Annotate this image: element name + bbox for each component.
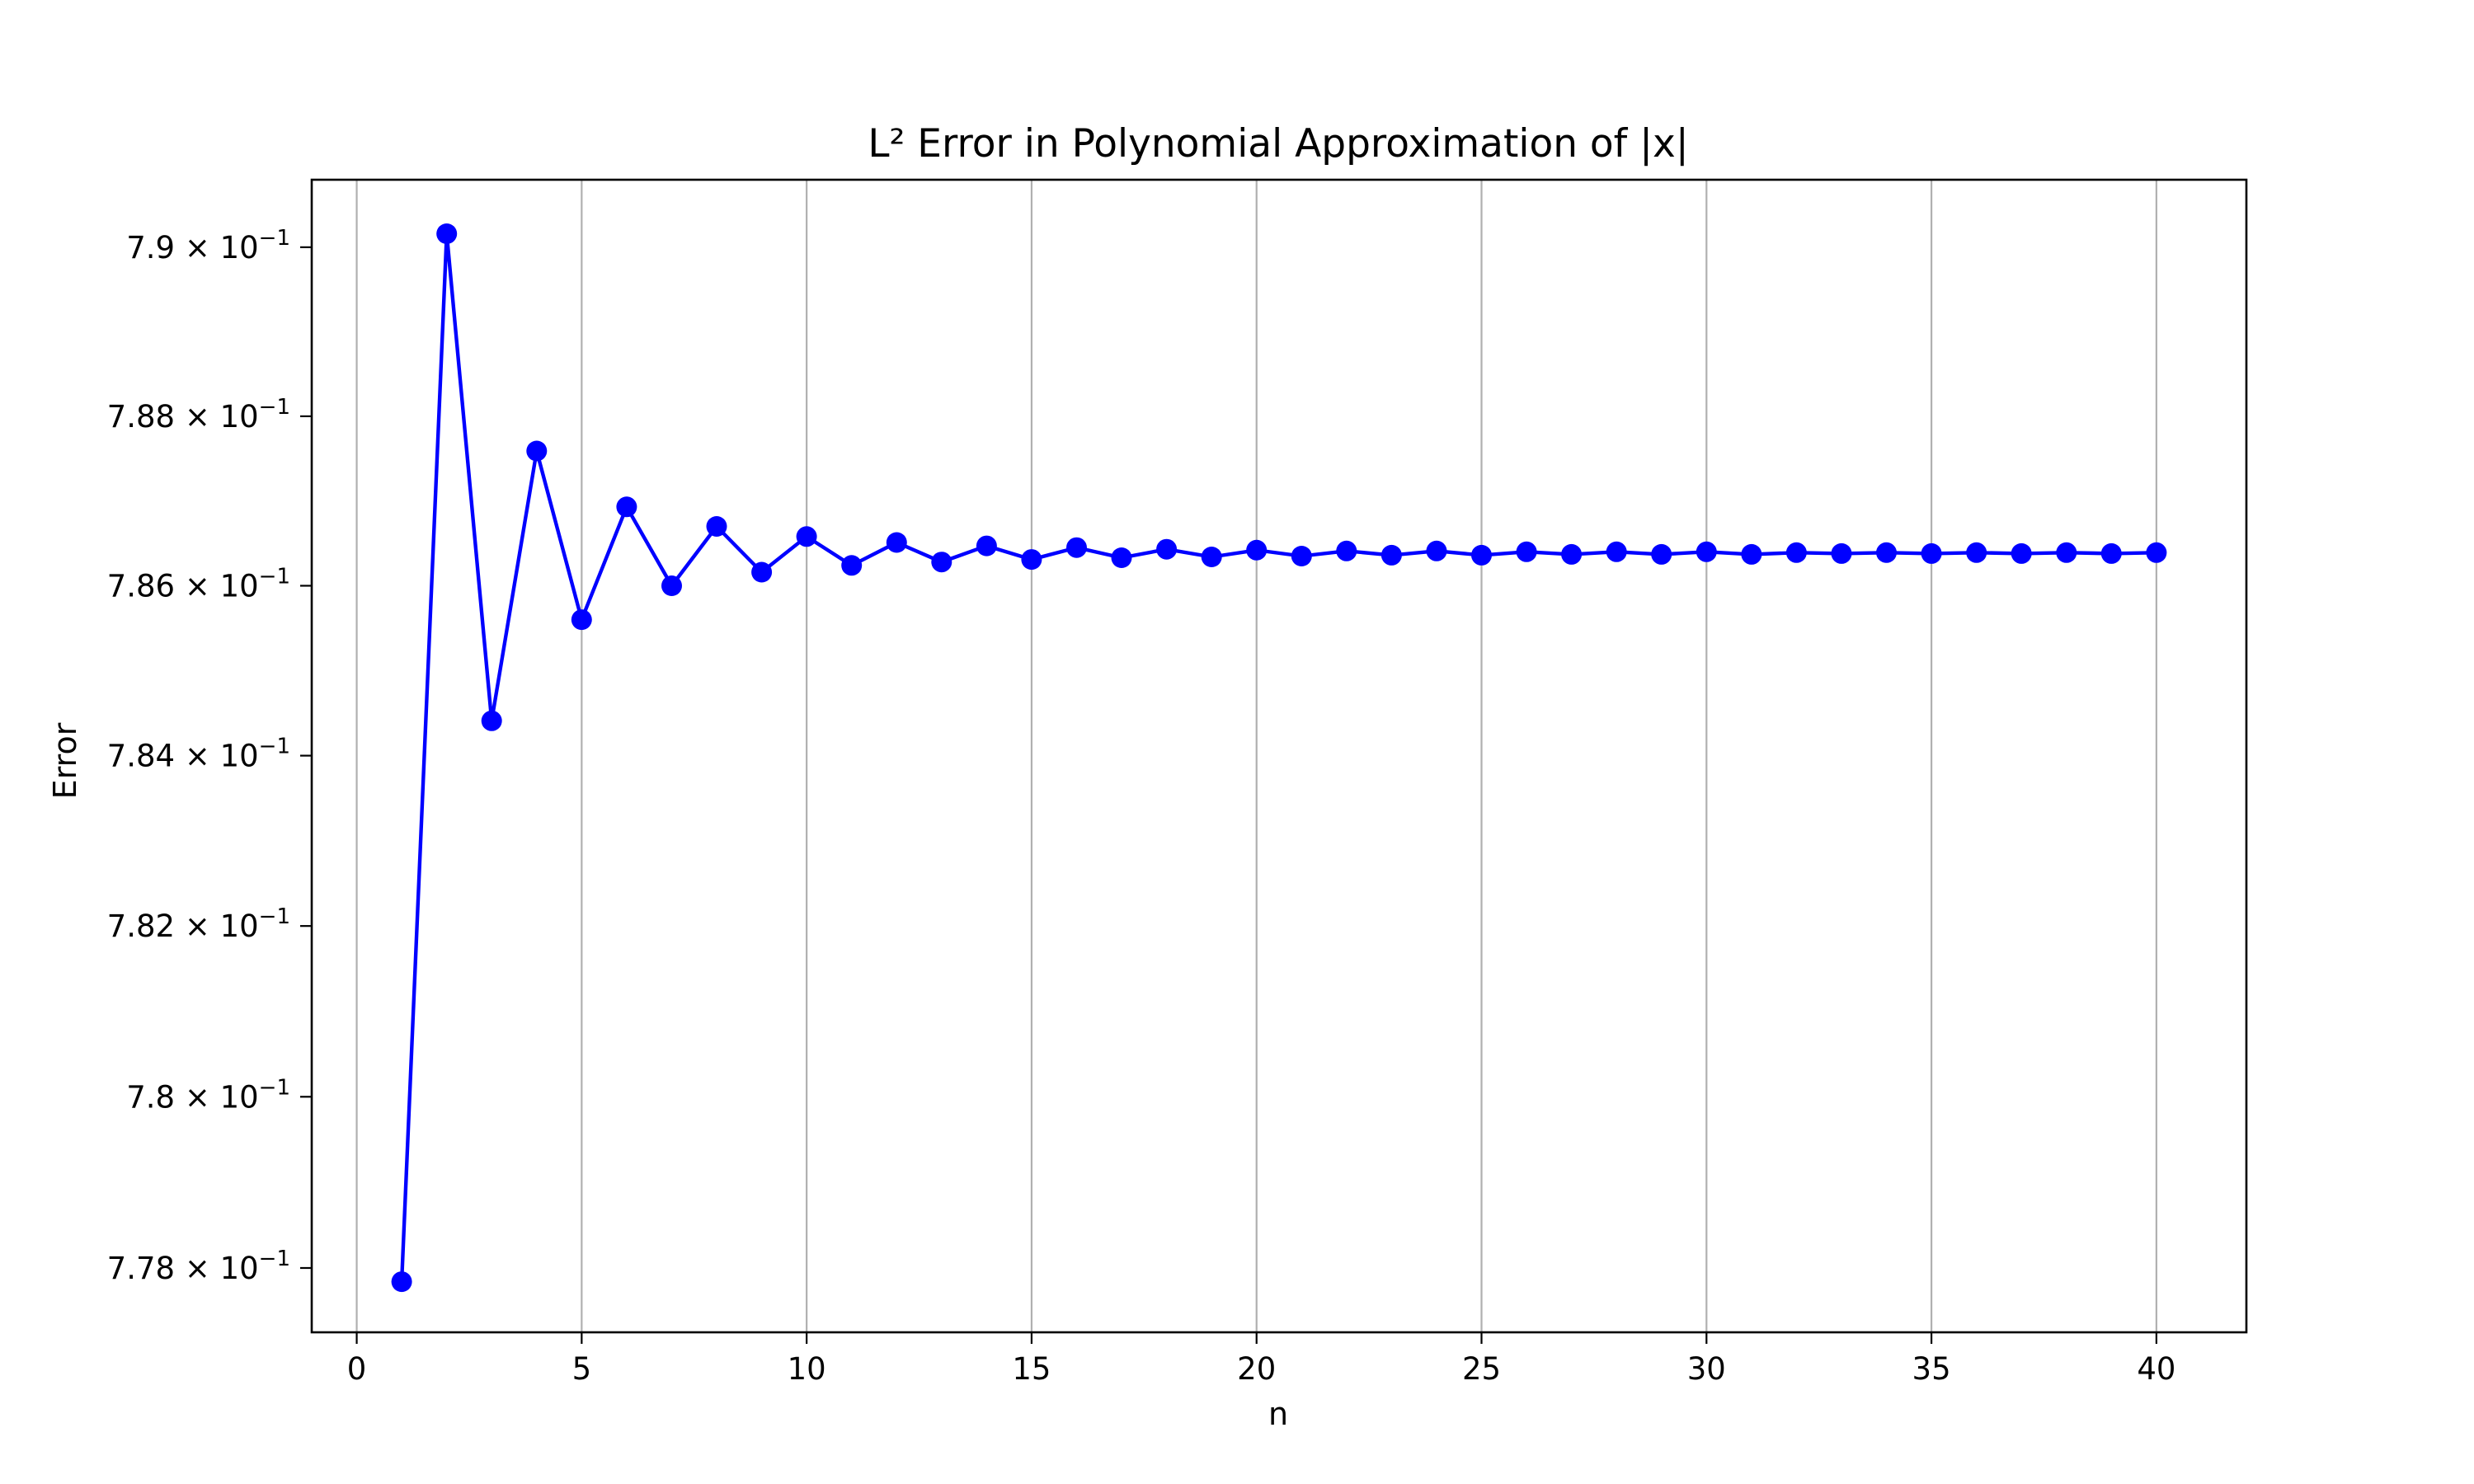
plot-frame [310,178,2248,1334]
data-point [526,440,548,462]
data-point [886,532,907,553]
data-point [976,535,997,556]
y-tick-label: 7.82 × 10−1 [107,904,290,944]
x-tick-label: 40 [2137,1351,2175,1387]
series-line [399,232,2157,1282]
data-point [1021,549,1042,571]
data-point [571,609,592,631]
data-point [661,575,682,596]
data-series [391,223,2167,1293]
data-point [1066,537,1087,558]
data-point [2056,542,2077,563]
data-point [931,552,952,573]
x-tick-label: 0 [347,1351,367,1387]
y-tick-label: 7.86 × 10−1 [107,564,290,603]
x-tick-label: 20 [1237,1351,1276,1387]
data-point [841,555,863,576]
x-grid-lines [355,180,2157,1332]
data-point [1111,547,1132,568]
data-point [796,526,817,547]
data-point [616,496,637,518]
y-tick-label: 7.78 × 10−1 [107,1247,290,1286]
y-tick-label: 7.9 × 10−1 [126,226,290,265]
data-point [1246,539,1268,561]
data-point [751,561,773,583]
data-point [1426,540,1447,561]
data-point [2011,542,2032,564]
data-point [1921,542,1942,564]
data-point [436,223,458,244]
y-tick-label: 7.88 × 10−1 [107,395,290,434]
data-point [1516,541,1537,562]
x-tick-label: 30 [1687,1351,1726,1387]
data-point [2100,542,2122,564]
data-point [1696,541,1717,562]
y-axis-ticks: 7.78 × 10−1 7.8 × 10−1 7.82 × 10−1 7.84 × 1… [107,226,312,1286]
data-point [1561,543,1583,565]
data-point [1471,544,1492,566]
x-tick-label: 5 [572,1351,592,1387]
data-point [1156,538,1178,560]
data-point [1380,544,1402,566]
data-point [1966,542,1987,563]
data-point [706,516,727,537]
data-point [1201,547,1222,567]
data-point [481,710,502,731]
x-axis-ticks: 0 5 10 15 20 25 30 35 40 [347,1332,2175,1387]
data-point [1291,546,1312,566]
data-point [2146,542,2167,563]
y-axis-label: Error [47,722,83,799]
chart-title: L² Error in Polynomial Approximation of … [868,121,1688,167]
x-tick-label: 35 [1912,1351,1951,1387]
data-point [1336,540,1357,561]
data-point [1876,542,1897,563]
y-tick-label: 7.84 × 10−1 [107,735,290,774]
data-point [1831,542,1852,564]
x-tick-label: 25 [1462,1351,1501,1387]
data-point [391,1271,412,1293]
data-point [1651,543,1672,565]
x-axis-label: n [1268,1396,1288,1432]
data-point [1606,541,1627,562]
data-point [1785,542,1807,563]
x-tick-label: 15 [1012,1351,1051,1387]
y-tick-label: 7.8 × 10−1 [126,1075,290,1115]
data-point [1741,543,1762,565]
x-tick-label: 10 [788,1351,826,1387]
